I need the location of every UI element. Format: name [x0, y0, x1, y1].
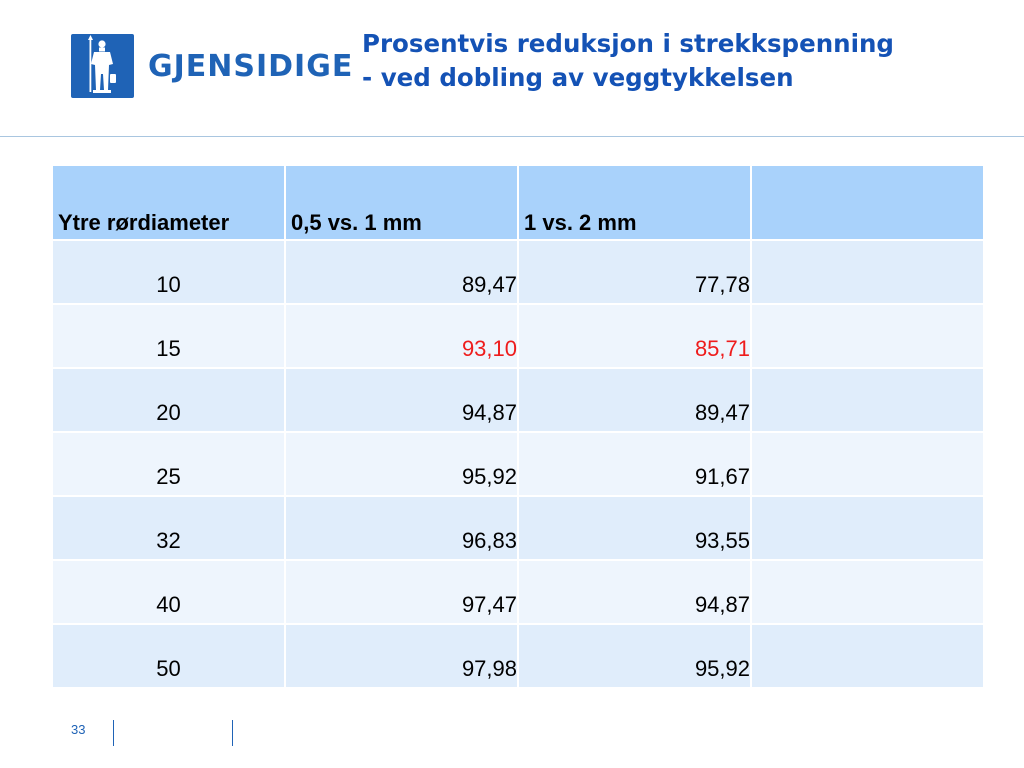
reduction-1-vs-2-cell: 89,47 [519, 369, 750, 431]
stress-reduction-table: Ytre rørdiameter 0,5 vs. 1 mm 1 vs. 2 mm… [51, 164, 985, 689]
slide-title-line-1: Prosentvis reduksjon i strekkspenning [362, 29, 894, 58]
table-row: 40 97,47 94,87 [53, 561, 983, 623]
diameter-cell: 32 [53, 497, 284, 559]
page-number: 33 [71, 722, 86, 737]
reduction-05-vs-1-cell-highlighted: 93,10 [286, 305, 517, 367]
diameter-cell: 10 [53, 241, 284, 303]
empty-cell [752, 369, 983, 431]
gjensidige-logo-emblem [71, 34, 134, 98]
table-row: 10 89,47 77,78 [53, 241, 983, 303]
table-row: 20 94,87 89,47 [53, 369, 983, 431]
reduction-1-vs-2-cell: 93,55 [519, 497, 750, 559]
reduction-1-vs-2-cell: 77,78 [519, 241, 750, 303]
reduction-05-vs-1-cell: 97,47 [286, 561, 517, 623]
reduction-05-vs-1-cell: 97,98 [286, 625, 517, 687]
empty-cell [752, 625, 983, 687]
table-row: 50 97,98 95,92 [53, 625, 983, 687]
reduction-05-vs-1-cell: 96,83 [286, 497, 517, 559]
diameter-cell: 15 [53, 305, 284, 367]
column-header-empty [752, 166, 983, 239]
empty-cell [752, 561, 983, 623]
diameter-cell: 20 [53, 369, 284, 431]
reduction-1-vs-2-cell: 94,87 [519, 561, 750, 623]
empty-cell [752, 305, 983, 367]
reduction-1-vs-2-cell: 91,67 [519, 433, 750, 495]
footer-divider-left [113, 720, 114, 746]
column-header-05-vs-1mm: 0,5 vs. 1 mm [286, 166, 517, 239]
table-row: 32 96,83 93,55 [53, 497, 983, 559]
slide-title-line-2: - ved dobling av veggtykkelsen [362, 63, 794, 92]
column-header-1-vs-2mm: 1 vs. 2 mm [519, 166, 750, 239]
table-row: 25 95,92 91,67 [53, 433, 983, 495]
reduction-05-vs-1-cell: 95,92 [286, 433, 517, 495]
empty-cell [752, 241, 983, 303]
column-header-outer-diameter: Ytre rørdiameter [53, 166, 284, 239]
empty-cell [752, 433, 983, 495]
knight-figure-icon [88, 35, 116, 93]
reduction-1-vs-2-cell: 95,92 [519, 625, 750, 687]
brand-wordmark: GJENSIDIGE [148, 49, 354, 84]
table-header-row: Ytre rørdiameter 0,5 vs. 1 mm 1 vs. 2 mm [53, 166, 983, 239]
diameter-cell: 25 [53, 433, 284, 495]
diameter-cell: 50 [53, 625, 284, 687]
slide-title: Prosentvis reduksjon i strekkspenning - … [362, 27, 1002, 95]
header-divider [0, 136, 1024, 137]
table-row: 15 93,10 85,71 [53, 305, 983, 367]
reduction-05-vs-1-cell: 94,87 [286, 369, 517, 431]
reduction-1-vs-2-cell-highlighted: 85,71 [519, 305, 750, 367]
reduction-05-vs-1-cell: 89,47 [286, 241, 517, 303]
empty-cell [752, 497, 983, 559]
diameter-cell: 40 [53, 561, 284, 623]
footer-divider-right [232, 720, 233, 746]
